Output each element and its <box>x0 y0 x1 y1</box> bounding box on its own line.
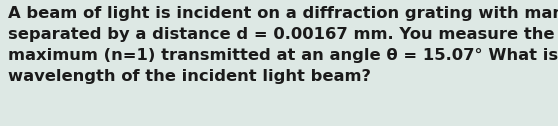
Text: A beam of light is incident on a diffraction grating with many slits
separated b: A beam of light is incident on a diffrac… <box>8 6 558 84</box>
